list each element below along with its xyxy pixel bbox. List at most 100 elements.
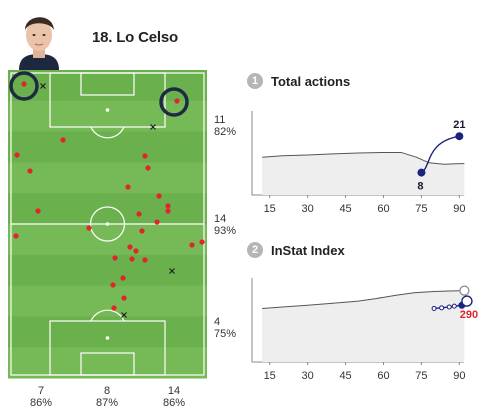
avatar-head-icon: [19, 17, 59, 70]
x-tick-label: 30: [302, 203, 314, 215]
x-tick-label: 45: [339, 370, 351, 382]
action-dot: [121, 295, 127, 301]
action-dot: [129, 256, 135, 262]
section-title-instat-index: 2 InStat Index: [247, 242, 345, 258]
baseline-area: [262, 152, 465, 195]
x-tick-label: 90: [453, 203, 465, 215]
data-label: 8: [417, 181, 423, 193]
action-dot: [127, 244, 133, 250]
pitch-stripe: [8, 70, 207, 102]
pitch-column-stat-right: 14 86%: [154, 385, 194, 409]
action-dot: [60, 137, 66, 143]
section-title-text: Total actions: [271, 73, 351, 89]
baseline-end-marker: [459, 285, 470, 296]
pitch-stripe: [8, 224, 207, 256]
highlight-ring: [159, 87, 189, 117]
stat-percent: 87%: [95, 397, 119, 409]
player-series-point: [431, 305, 437, 311]
data-label: 21: [453, 119, 465, 131]
stat-percent: 86%: [162, 397, 186, 409]
baseline-line: [262, 290, 465, 309]
action-dot: [13, 233, 19, 239]
action-dot: [142, 257, 148, 263]
pitch-stripe: [8, 316, 207, 348]
player-end-marker: [461, 295, 473, 307]
pitch-stripe: [8, 254, 207, 287]
action-dot: [154, 219, 160, 225]
stat-count: 14: [214, 213, 227, 225]
baseline-line: [262, 151, 465, 165]
pitch-stripe: [8, 347, 207, 379]
x-tick-label: 15: [264, 203, 276, 215]
action-dot: [112, 255, 118, 261]
section-number-badge: 2: [247, 242, 263, 258]
data-label: 290: [460, 309, 478, 321]
baseline-area: [262, 290, 465, 362]
action-dot: [189, 242, 195, 248]
action-dot: [125, 184, 131, 190]
stat-count: 7: [37, 385, 45, 397]
action-dot: [165, 203, 171, 209]
pitch-column-stat-center: 8 87%: [87, 385, 127, 409]
action-dot: [142, 153, 148, 159]
action-dot: [199, 239, 205, 245]
section-title-total-actions: 1 Total actions: [247, 73, 350, 89]
pitch-stripe: [8, 131, 207, 163]
pitch-stripe: [8, 285, 207, 317]
instat-index-chart: 15 30 45 60 75 90 290: [251, 278, 478, 382]
action-dot: [156, 193, 162, 199]
action-dot: [174, 98, 180, 104]
x-tick-label: 90: [453, 370, 465, 382]
stat-percent: 75%: [214, 328, 237, 340]
action-cross: [169, 268, 175, 274]
stat-percent: 82%: [214, 126, 237, 138]
player-title: 18. Lo Celso: [92, 29, 178, 46]
action-dot: [14, 152, 20, 158]
x-tick-label: 60: [377, 370, 389, 382]
action-dot: [120, 275, 126, 281]
action-dot: [27, 168, 33, 174]
pitch-stripe: [8, 193, 207, 225]
stat-count: 4: [214, 316, 221, 328]
action-dot: [35, 208, 41, 214]
x-tick-label: 45: [339, 203, 351, 215]
player-series-point: [446, 304, 452, 310]
stat-percent: 93%: [214, 225, 237, 237]
action-dot: [133, 248, 139, 254]
action-dot: [111, 305, 117, 311]
x-tick-label: 75: [415, 370, 427, 382]
pitch-stat-top: 11 82%: [214, 114, 236, 138]
pitch-map: [8, 70, 207, 379]
action-dot: [165, 208, 171, 214]
action-dot: [110, 282, 116, 288]
pitch-stripes: [8, 70, 207, 379]
pitch-stat-middle: 14 93%: [214, 213, 236, 237]
pitch-lines: [10, 72, 205, 376]
action-dot: [136, 211, 142, 217]
x-tick-label: 30: [302, 370, 314, 382]
stat-count: 14: [167, 385, 181, 397]
pitch-stat-bottom: 4 75%: [214, 316, 236, 340]
pitch-column-stat-left: 7 86%: [21, 385, 61, 409]
player-series-point: [439, 305, 445, 311]
total-actions-chart: 15 30 45 60 75 90 8 21: [251, 111, 465, 215]
stat-count: 8: [103, 385, 111, 397]
player-series-point: [455, 132, 464, 141]
stat-count: 11: [214, 114, 226, 126]
action-cross: [150, 124, 156, 130]
player-series-point: [417, 168, 426, 177]
action-dot: [139, 228, 145, 234]
action-dot: [21, 81, 27, 87]
pitch-stripe: [8, 162, 207, 194]
action-cross: [121, 312, 127, 318]
highlight-ring: [9, 71, 39, 101]
stat-percent: 86%: [29, 397, 53, 409]
section-number-badge: 1: [247, 73, 263, 89]
player-avatar: [19, 17, 59, 70]
action-dot: [145, 165, 151, 171]
x-tick-label: 60: [377, 203, 389, 215]
action-cross: [40, 83, 46, 89]
player-series-point: [451, 303, 457, 309]
section-title-text: InStat Index: [271, 242, 345, 258]
x-tick-label: 75: [415, 203, 427, 215]
